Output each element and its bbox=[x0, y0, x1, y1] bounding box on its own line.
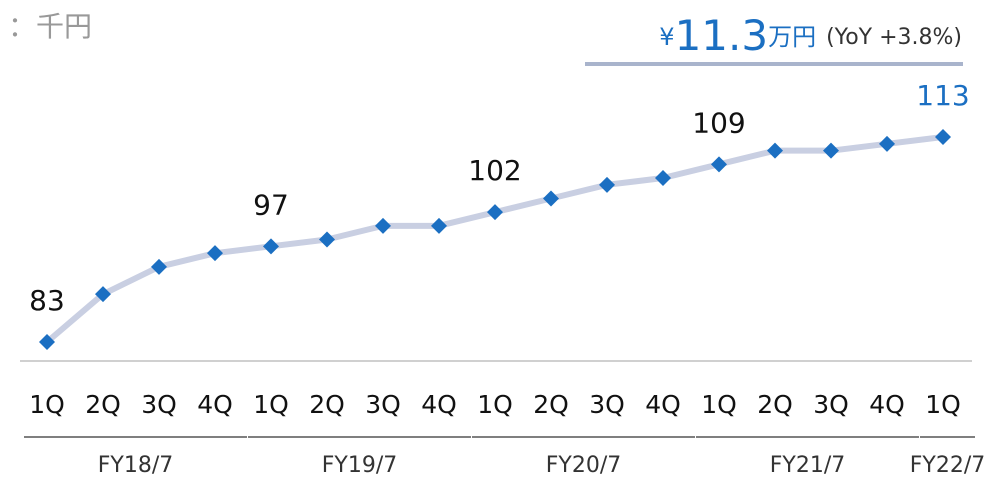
marker bbox=[599, 176, 615, 193]
headline-prefix: ¥ bbox=[659, 23, 674, 51]
marker bbox=[487, 204, 503, 221]
marker bbox=[543, 190, 559, 207]
marker bbox=[655, 170, 671, 186]
marker bbox=[319, 231, 335, 248]
x-tick-label: 2Q bbox=[757, 390, 793, 419]
x-tick-label: 2Q bbox=[533, 390, 569, 419]
headline: ¥11.3万円 (YoY +3.8%) bbox=[659, 11, 962, 60]
x-tick-label: 4Q bbox=[197, 390, 233, 419]
x-tick-label: 4Q bbox=[869, 390, 905, 419]
x-tick-label: 1Q bbox=[253, 390, 289, 419]
x-tick-label: 4Q bbox=[645, 390, 681, 419]
x-tick-label: 3Q bbox=[365, 390, 401, 419]
unit-label: ：千円 bbox=[8, 10, 92, 43]
marker bbox=[879, 135, 895, 152]
data-label: 109 bbox=[692, 106, 745, 139]
group-label: FY21/7 bbox=[770, 453, 846, 478]
headline-note: (YoY +3.8%) bbox=[826, 25, 962, 50]
data-label: 113 bbox=[916, 79, 969, 112]
x-tick-label: 2Q bbox=[309, 390, 345, 419]
x-tick-label: 1Q bbox=[477, 390, 513, 419]
x-tick-label: 1Q bbox=[29, 390, 65, 419]
marker bbox=[711, 156, 727, 173]
x-tick-label: 3Q bbox=[141, 390, 177, 419]
headline-suffix: 万円 bbox=[768, 23, 816, 51]
x-tick-label: 1Q bbox=[925, 390, 961, 419]
headline-amount: 11.3 bbox=[675, 11, 769, 60]
x-tick-label: 1Q bbox=[701, 390, 737, 419]
group-label: FY22/7 bbox=[910, 453, 986, 478]
group-label: FY20/7 bbox=[546, 453, 622, 478]
x-tick-label: 4Q bbox=[421, 390, 457, 419]
marker bbox=[39, 334, 55, 350]
marker bbox=[207, 245, 223, 262]
marker bbox=[431, 217, 447, 234]
marker bbox=[151, 258, 167, 275]
marker bbox=[823, 142, 839, 159]
x-tick-label: 3Q bbox=[813, 390, 849, 419]
marker bbox=[263, 238, 279, 255]
x-tick-label: 2Q bbox=[85, 390, 121, 419]
data-label: 97 bbox=[253, 188, 289, 221]
x-tick-label: 3Q bbox=[589, 390, 625, 419]
data-label: 83 bbox=[29, 284, 65, 317]
marker bbox=[935, 129, 951, 145]
marker bbox=[767, 142, 783, 159]
group-label: FY18/7 bbox=[98, 453, 174, 478]
marker bbox=[375, 217, 391, 234]
data-label: 102 bbox=[468, 154, 521, 187]
marker bbox=[95, 286, 111, 303]
group-label: FY19/7 bbox=[322, 453, 398, 478]
